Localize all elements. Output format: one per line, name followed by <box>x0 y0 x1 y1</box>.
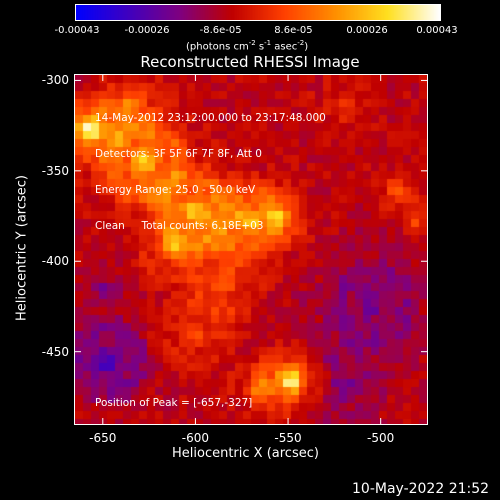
x-axis-label: Heliocentric X (arcsec) <box>172 446 319 461</box>
x-tick-label: -550 <box>274 431 302 445</box>
info-detectors: Detectors: 3F 5F 6F 7F 8F, Att 0 <box>95 148 262 160</box>
colorbar-tick-label: -0.00043 <box>54 25 100 36</box>
colorbar-tick-label: 0.00043 <box>416 25 458 36</box>
chart-title: Reconstructed RHESSI Image <box>140 53 360 71</box>
colorbar <box>76 5 440 20</box>
y-tick-label: -300 <box>41 73 69 88</box>
colorbar-tick-label: 0.00026 <box>346 25 388 36</box>
colorbar-tick-label: -0.00026 <box>124 25 170 36</box>
y-tick-label: -450 <box>41 344 69 359</box>
y-axis-label: Heliocentric Y (arcsec) <box>14 175 30 321</box>
info-clean-counts: Clean Total counts: 6.18E+03 <box>95 220 264 232</box>
info-time-range: 14-May-2012 23:12:00.000 to 23:17:48.000 <box>95 112 326 124</box>
heatmap-image <box>75 75 427 424</box>
x-tick-label: -500 <box>367 431 395 445</box>
colorbar-tick-label: 8.6e-05 <box>274 25 313 36</box>
observation-info: 14-May-2012 23:12:00.000 to 23:17:48.000… <box>95 88 326 244</box>
colorbar-tick-label: -8.6e-05 <box>199 25 242 36</box>
x-tick-label: -650 <box>89 431 117 445</box>
y-tick-label: -400 <box>41 254 69 269</box>
colorbar-unit-label: (photons cm-2 s-1 asec-2) <box>186 39 309 53</box>
peak-position-label: Position of Peak = [-657,-327] <box>95 397 253 409</box>
plot-frame <box>74 74 428 425</box>
footer-timestamp: 10-May-2022 21:52 <box>352 481 490 497</box>
info-energy-range: Energy Range: 25.0 - 50.0 keV <box>95 184 256 196</box>
y-tick-label: -350 <box>41 163 69 178</box>
x-tick-label: -600 <box>181 431 210 445</box>
colorbar-frame <box>75 4 441 21</box>
